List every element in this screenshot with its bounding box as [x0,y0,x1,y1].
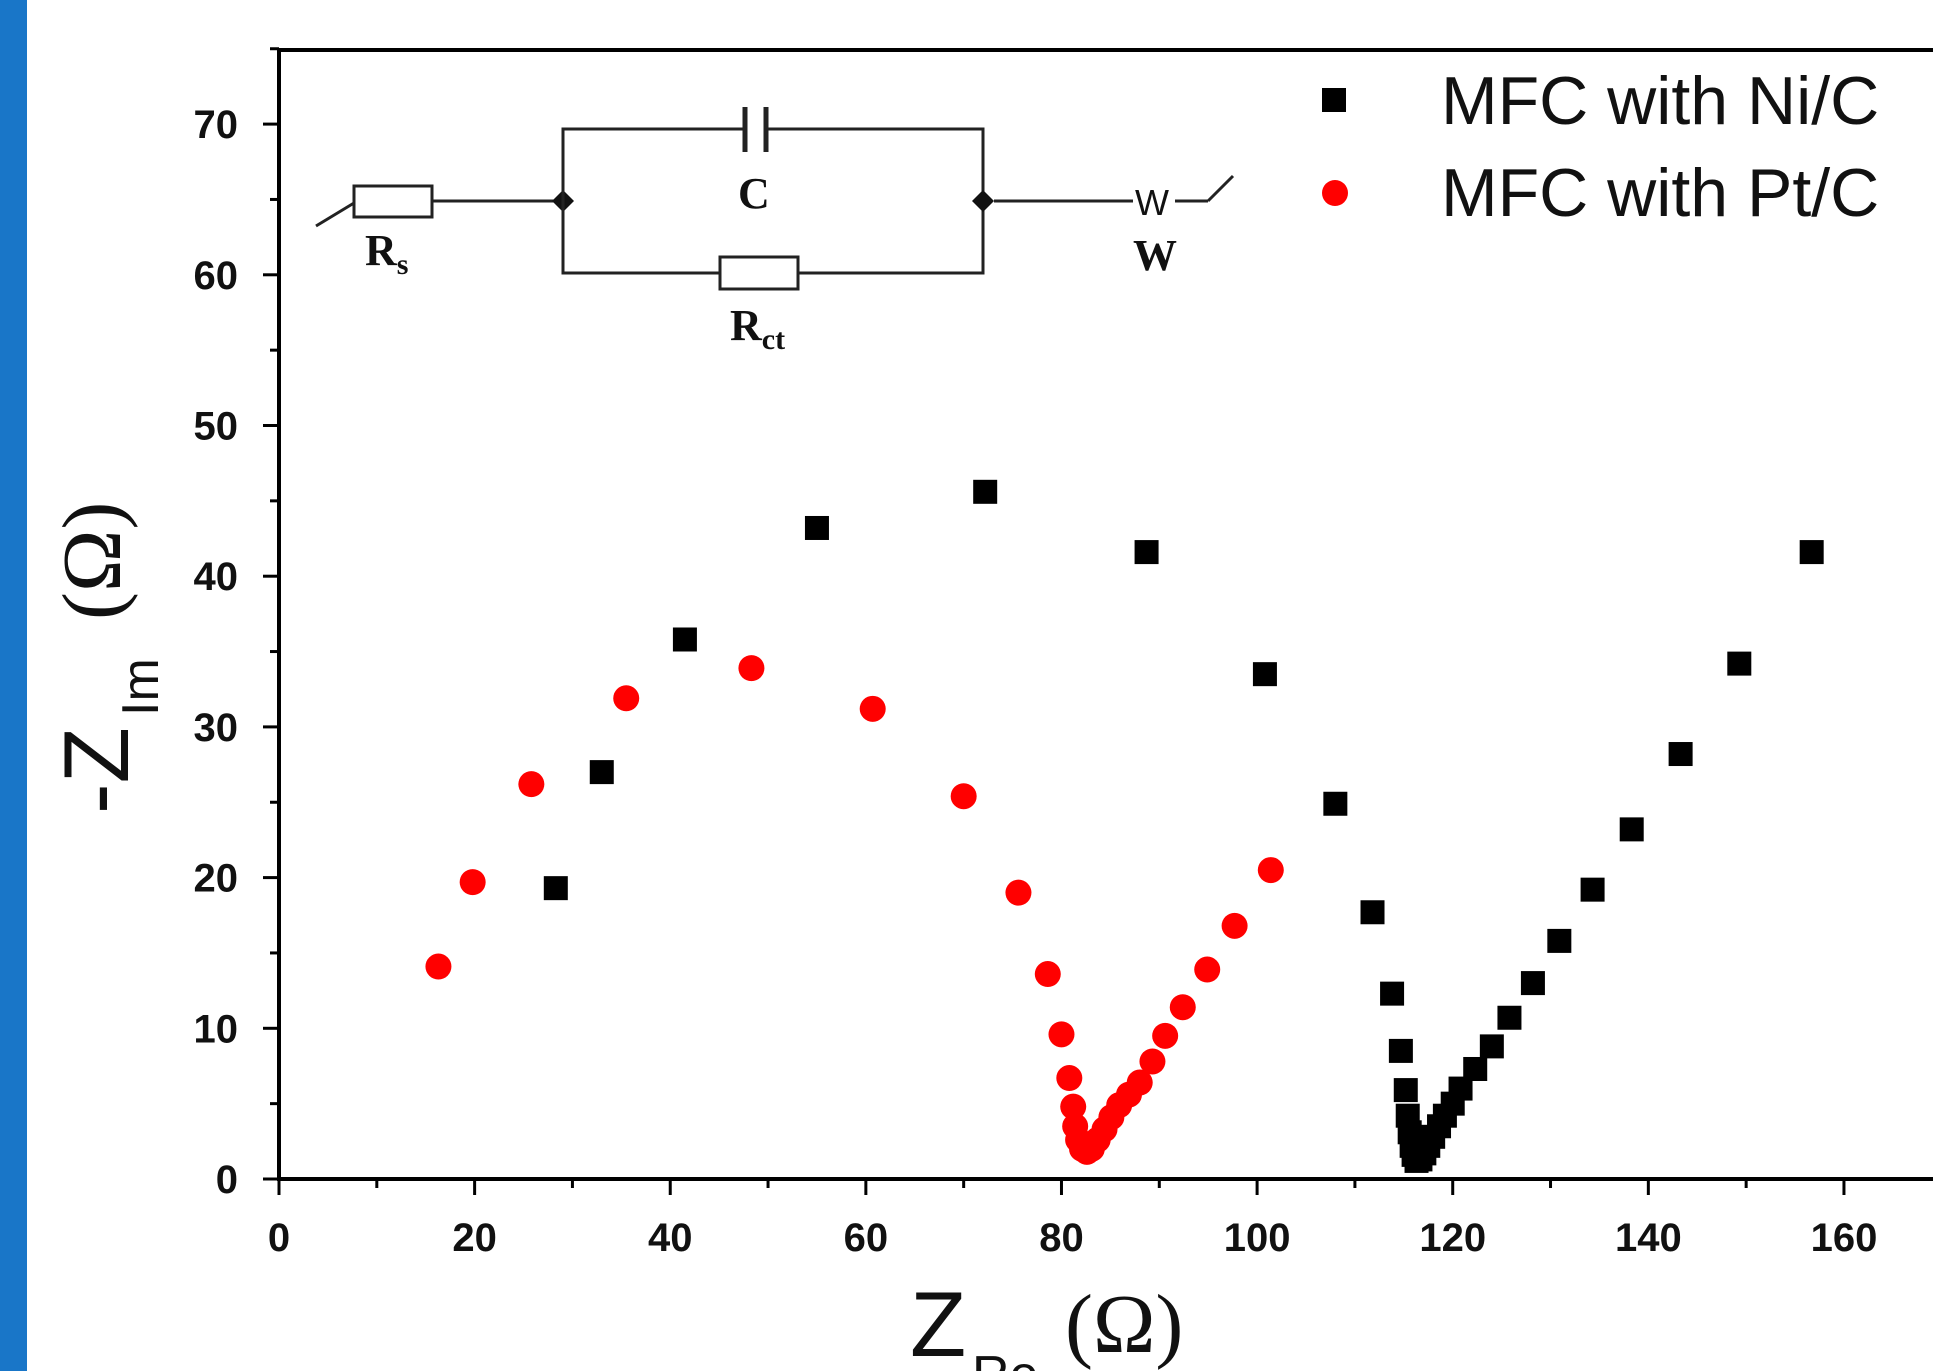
rct-label: Rct [730,301,785,356]
equivalent-circuit-inset [315,107,1235,291]
data-point [1799,540,1824,565]
data-point [613,685,640,712]
data-point [804,515,829,540]
data-point [1360,900,1385,925]
data-point [1393,1078,1418,1103]
resistor-rs [352,184,434,219]
wire-parallel-top-right [766,127,985,201]
x-tick-label: 0 [268,1216,290,1260]
x-tick-label: 60 [844,1216,889,1260]
x-tick-label: 140 [1615,1216,1682,1260]
x-tick-label: 160 [1811,1216,1878,1260]
data-point [1479,1034,1504,1059]
resistor-rct [718,255,800,291]
data-point [1380,981,1405,1006]
data-point [1134,540,1159,565]
y-ticks: 0 10 20 30 40 50 60 70 [194,47,279,1202]
circuit-lead-left-slash [315,201,355,228]
data-point [1034,961,1061,988]
wire-parallel-top [561,127,745,201]
data-point [859,695,886,722]
y-tick-label: 20 [194,857,239,901]
y-tick-label: 50 [194,405,239,449]
data-point [1668,742,1693,767]
legend-marker-pt [1322,180,1348,206]
data-point [1139,1048,1166,1075]
data-point [518,771,545,798]
data-point [973,479,998,504]
x-axis-title: Z Re (Ω) [910,1274,1183,1371]
x-axis-title-unit: (Ω) [1065,1278,1183,1371]
wire-parallel-bottom [561,201,720,275]
data-point [1048,1021,1075,1048]
x-axis-title-sub: Re [972,1346,1038,1371]
data-point [1169,994,1196,1021]
data-point [1388,1038,1413,1063]
x-axis-title-main: Z [910,1274,966,1371]
series-ni-c [543,479,1824,1173]
series-pt-c [425,655,1284,1165]
data-point [1152,1022,1179,1049]
warburg-label: W [1133,231,1177,280]
y-tick-label: 30 [194,706,239,750]
data-point [1463,1056,1488,1081]
x-tick-label: 120 [1419,1216,1486,1260]
data-point [1252,662,1277,687]
y-tick-label: 70 [194,103,239,147]
data-point [1580,877,1605,902]
data-point [1126,1069,1153,1096]
data-point [425,953,452,980]
x-tick-label: 100 [1224,1216,1291,1260]
legend: MFC with Ni/C MFC with Pt/C [1322,63,1879,231]
y-tick-label: 60 [194,254,239,298]
warburg-element-glyph: W [1135,182,1169,223]
data-point [672,627,697,652]
data-point [1221,912,1248,939]
y-tick-label: 0 [216,1158,238,1202]
y-axis-title-prefix: -Z [46,727,148,814]
legend-label-pt: MFC with Pt/C [1441,155,1879,231]
node-right [972,190,994,212]
left-accent-bar [0,0,27,1371]
legend-marker-ni [1322,88,1346,112]
data-point [1547,928,1572,953]
legend-label-ni: MFC with Ni/C [1441,63,1879,139]
data-point [1323,791,1348,816]
data-point [1257,857,1284,884]
x-tick-label: 80 [1039,1216,1084,1260]
circuit-lead-right-slash [1206,174,1235,203]
data-point [950,783,977,810]
data-point [1727,651,1752,676]
data-point [459,869,486,896]
data-point [543,876,568,901]
wire-parallel-bottom-right [798,201,985,275]
data-point [1060,1093,1087,1120]
data-point [1497,1005,1522,1030]
data-point [1005,879,1032,906]
y-tick-label: 40 [194,555,239,599]
data-point [589,760,614,785]
x-tick-label: 40 [648,1216,693,1260]
rs-label: Rs [365,226,408,281]
data-point [1194,956,1221,983]
data-point [1619,817,1644,842]
series-layer [425,479,1824,1173]
capacitor-label: C [738,169,770,218]
data-point [1520,971,1545,996]
axes [277,48,1933,1181]
data-point [1056,1065,1083,1092]
y-axis-title-unit: (Ω) [46,502,139,620]
y-axis-title-sub: Im [112,658,170,716]
y-axis-title: -Z Im (Ω) [46,502,170,814]
x-ticks: 0 20 40 60 80 100 120 140 160 [268,1179,1878,1260]
data-point [738,655,765,682]
y-tick-label: 10 [194,1007,239,1051]
x-tick-label: 20 [452,1216,497,1260]
